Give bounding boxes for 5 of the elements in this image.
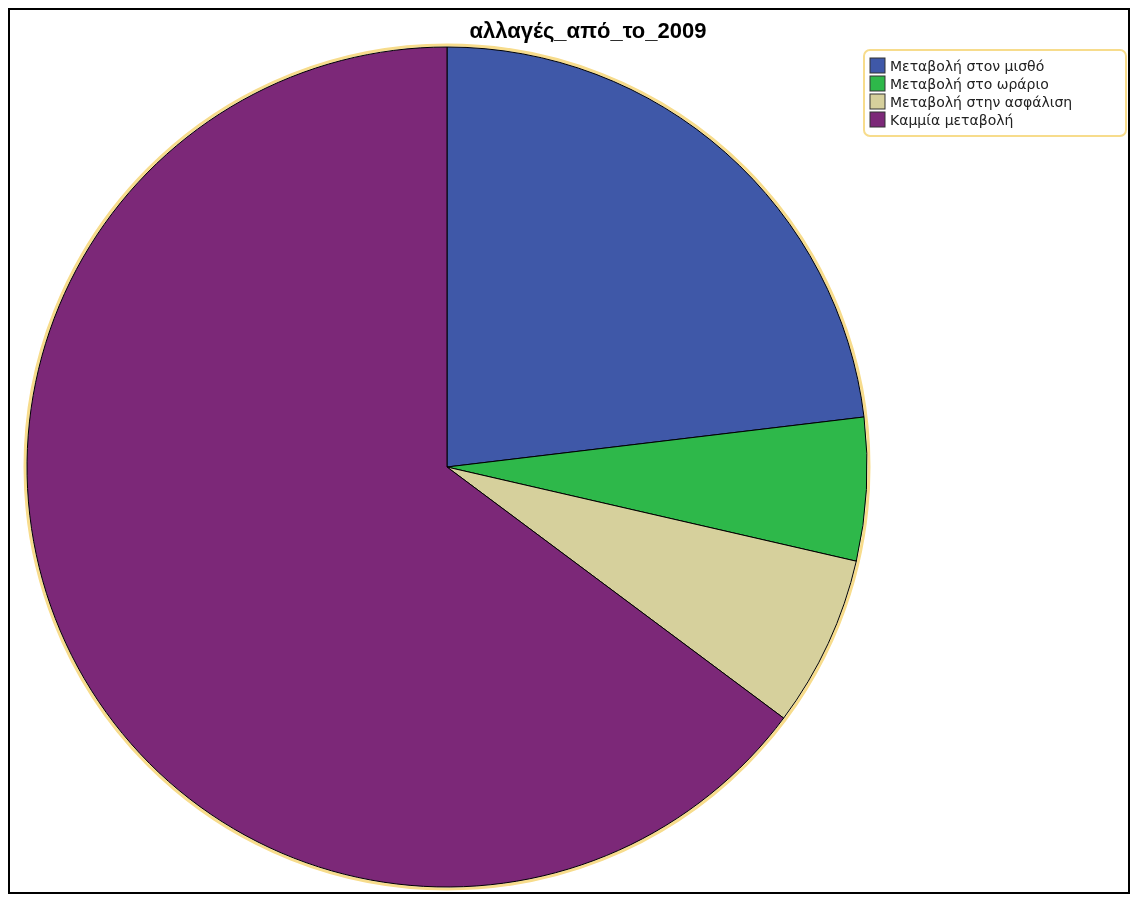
chart-title: αλλαγές_από_το_2009 xyxy=(469,18,707,43)
legend-label: Καμμία μεταβολή xyxy=(890,111,1014,128)
legend-label: Μεταβολή στο ωράριο xyxy=(890,75,1049,92)
legend-label: Μεταβολή στον μισθό xyxy=(890,57,1045,74)
legend-label: Μεταβολή στην ασφάλιση xyxy=(890,93,1073,110)
